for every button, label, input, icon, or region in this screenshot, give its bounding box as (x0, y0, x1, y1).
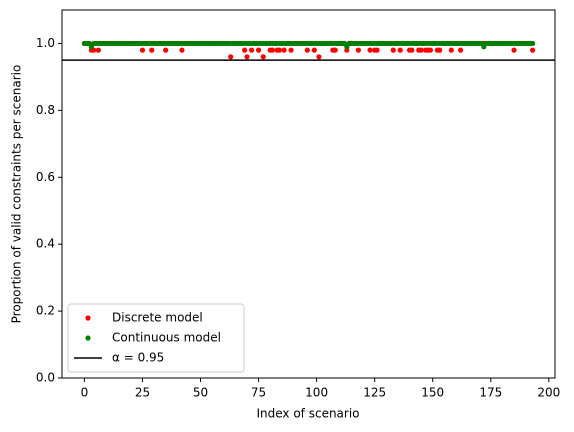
point (242, 47, 248, 53)
y-tick-label: 0.2 (36, 304, 55, 318)
legend-box (67, 303, 245, 373)
x-tick-label: 200 (537, 386, 560, 400)
point (288, 47, 294, 53)
x-tick-label: 75 (251, 386, 266, 400)
point (95, 47, 101, 53)
point (529, 40, 536, 47)
point (249, 47, 255, 53)
point (397, 47, 403, 53)
point (355, 47, 362, 53)
y-tick-label: 1.0 (36, 36, 55, 50)
x-tick-label: 25 (135, 386, 150, 400)
point (418, 47, 424, 53)
point (311, 47, 317, 53)
x-tick-label: 100 (305, 386, 328, 400)
point (255, 47, 262, 53)
y-tick-label: 0.8 (36, 103, 55, 117)
point (367, 47, 373, 53)
legend-label: Discrete model (112, 311, 203, 325)
point (448, 47, 454, 53)
point (260, 54, 266, 60)
y-tick-label: 0.0 (36, 371, 55, 385)
point (139, 47, 146, 53)
legend-marker (85, 335, 91, 341)
point (179, 47, 185, 53)
point (269, 47, 276, 53)
point (390, 47, 396, 53)
legend-marker (85, 315, 91, 321)
point (163, 47, 169, 53)
plot-frame (61, 9, 556, 379)
point (332, 47, 338, 53)
point (374, 47, 380, 53)
x-tick-label: 150 (421, 386, 444, 400)
point (437, 47, 443, 53)
legend-label: Continuous model (112, 331, 221, 345)
point (529, 47, 536, 53)
point (511, 47, 517, 53)
y-tick-label: 0.6 (36, 170, 55, 184)
point (228, 54, 234, 60)
point (276, 47, 283, 53)
x-tick-label: 125 (363, 386, 386, 400)
point (427, 47, 434, 53)
point (409, 47, 415, 53)
point (458, 47, 464, 53)
legend-label: α = 0.95 (112, 351, 164, 365)
point (316, 54, 322, 60)
point (244, 54, 250, 60)
y-tick-label: 0.4 (36, 237, 55, 251)
x-tick-label: 175 (479, 386, 502, 400)
point (281, 47, 287, 53)
x-tick-label: 50 (193, 386, 208, 400)
point (149, 47, 155, 53)
y-axis-label: Proportion of valid constraints per scen… (10, 65, 24, 324)
point (304, 47, 310, 53)
x-tick-label: 0 (81, 386, 89, 400)
x-axis-label: Index of scenario (256, 407, 359, 421)
